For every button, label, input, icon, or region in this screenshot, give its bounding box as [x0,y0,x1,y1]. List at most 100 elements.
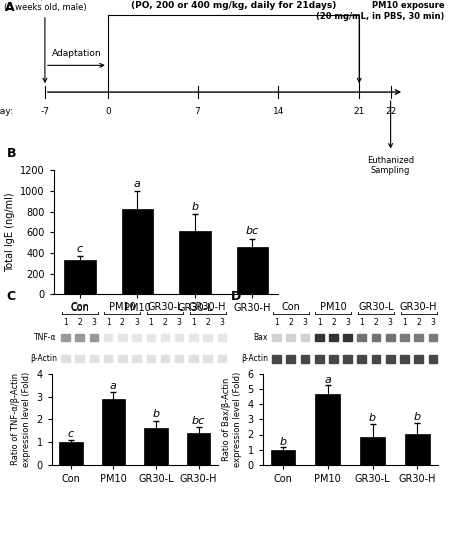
Text: 2: 2 [120,318,125,327]
Text: 7: 7 [195,107,200,116]
Text: 1: 1 [360,318,364,327]
Text: PM10: PM10 [109,302,136,312]
Bar [90,334,98,341]
Bar [161,334,169,341]
Text: Con: Con [70,302,89,312]
Bar [237,247,268,294]
Text: 3: 3 [345,318,350,327]
Text: 1: 1 [317,318,321,327]
Bar [428,355,437,363]
Text: 3: 3 [92,318,97,327]
Bar [203,355,212,362]
Text: c: c [68,428,74,439]
Text: 3: 3 [388,318,393,327]
Text: A: A [4,2,14,14]
Text: GR30-H: GR30-H [189,302,226,312]
Bar [343,334,352,341]
Bar [272,355,281,363]
Text: 2: 2 [77,318,82,327]
Bar [372,334,380,341]
Text: 2: 2 [205,318,210,327]
Bar [400,334,409,341]
Bar [286,355,295,363]
Text: c: c [77,244,83,254]
Text: B: B [7,147,16,159]
Text: 1: 1 [149,318,153,327]
Text: 1: 1 [402,318,407,327]
Bar [189,355,198,362]
Text: Day:: Day: [0,107,13,116]
Bar [329,334,338,341]
Text: PM10: PM10 [320,302,347,312]
Bar [400,355,409,363]
Text: 2: 2 [288,318,293,327]
Text: 1: 1 [191,318,196,327]
Y-axis label: Ratio of TNF-α/β-Actin
expression level (Fold): Ratio of TNF-α/β-Actin expression level … [11,372,31,467]
Bar [386,334,395,341]
Bar [90,355,98,362]
Text: b: b [152,409,159,419]
Text: bc: bc [246,227,259,236]
Text: 2: 2 [416,318,421,327]
Text: 2: 2 [331,318,336,327]
Text: 3: 3 [303,318,308,327]
Text: Bax: Bax [254,333,268,342]
Bar [372,355,380,363]
Text: 3: 3 [177,318,182,327]
Text: 3: 3 [431,318,436,327]
Bar [61,355,70,362]
Bar [357,355,366,363]
Bar [161,355,169,362]
Bar [122,208,153,294]
Bar [272,334,281,341]
Bar [175,355,184,362]
Text: 2: 2 [374,318,379,327]
Text: GR30-H: GR30-H [400,302,437,312]
Bar [300,334,309,341]
Bar [405,434,430,465]
Bar [360,437,385,465]
Text: BALB/c mice
(5 weeks old, male): BALB/c mice (5 weeks old, male) [4,0,86,12]
Text: 14: 14 [273,107,284,116]
Text: 1: 1 [63,318,68,327]
Bar [104,334,112,341]
Bar [414,334,423,341]
Text: a: a [324,375,331,384]
Text: 3: 3 [220,318,224,327]
Bar [300,355,309,363]
Text: Euthanized
Sampling: Euthanized Sampling [367,156,414,175]
Bar [189,334,198,341]
Bar [61,334,70,341]
Bar [343,355,352,363]
Text: 2: 2 [163,318,167,327]
Y-axis label: Ratio of Bax/β-Actin
expression level (Fold): Ratio of Bax/β-Actin expression level (F… [222,372,242,467]
Text: 22: 22 [385,107,396,116]
Bar [428,334,437,341]
Text: b: b [414,412,421,422]
Bar [271,450,295,465]
Bar [118,355,127,362]
Bar [315,355,324,363]
Bar [414,355,423,363]
Text: Adaptation: Adaptation [52,49,101,58]
Text: b: b [369,413,376,423]
Bar [218,334,226,341]
Bar [329,355,338,363]
Text: GR30 treatment
(PO, 200 or 400 mg/kg, daily for 21days): GR30 treatment (PO, 200 or 400 mg/kg, da… [131,0,336,10]
Bar [118,334,127,341]
Text: a: a [110,381,117,391]
Text: b: b [191,202,198,212]
Bar [132,334,141,341]
Text: 1: 1 [274,318,279,327]
Bar [144,428,167,465]
Text: Con: Con [281,302,300,312]
Bar [357,334,366,341]
Bar [75,355,84,362]
Text: GR30-L: GR30-L [147,302,183,312]
Text: β-Actin: β-Actin [30,354,57,363]
Text: a: a [134,179,141,189]
Bar [203,334,212,341]
Bar [146,334,155,341]
Bar [102,399,125,465]
Text: 0: 0 [105,107,110,116]
